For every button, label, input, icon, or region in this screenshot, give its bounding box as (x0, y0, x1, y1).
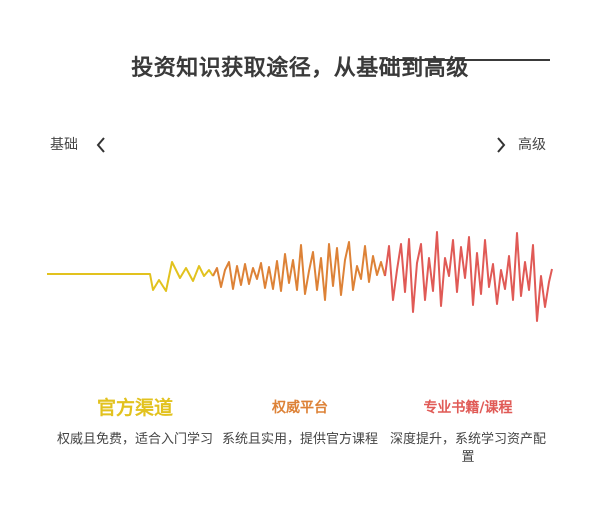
wave-segment-official (47, 261, 214, 292)
title-rule (386, 59, 550, 61)
stage-official-title: 官方渠道 (96, 397, 173, 419)
stage-platform-desc: 系统且实用，提供官方课程 (221, 432, 378, 447)
stage-official-desc: 权威且免费，适合入门学习 (56, 432, 213, 447)
wave-segment-platform (212, 241, 386, 301)
stage-books: 专业书籍/课程 深度提升，系统学习资产配置 (388, 393, 548, 467)
axis-label-advanced: 高级 (518, 137, 546, 153)
stage-official: 官方渠道 权威且免费，适合入门学习 (55, 393, 215, 449)
chevron-right-icon (495, 136, 507, 158)
stage-books-title: 专业书籍/课程 (423, 400, 513, 416)
axis-label-basic: 基础 (50, 137, 78, 153)
stage-platform: 权威平台 系统且实用，提供官方课程 (220, 393, 380, 449)
chevron-left-icon (95, 136, 107, 158)
stage-books-desc: 深度提升，系统学习资产配置 (389, 432, 546, 465)
wave-segment-books (384, 231, 553, 322)
stage-platform-title: 权威平台 (272, 400, 328, 416)
